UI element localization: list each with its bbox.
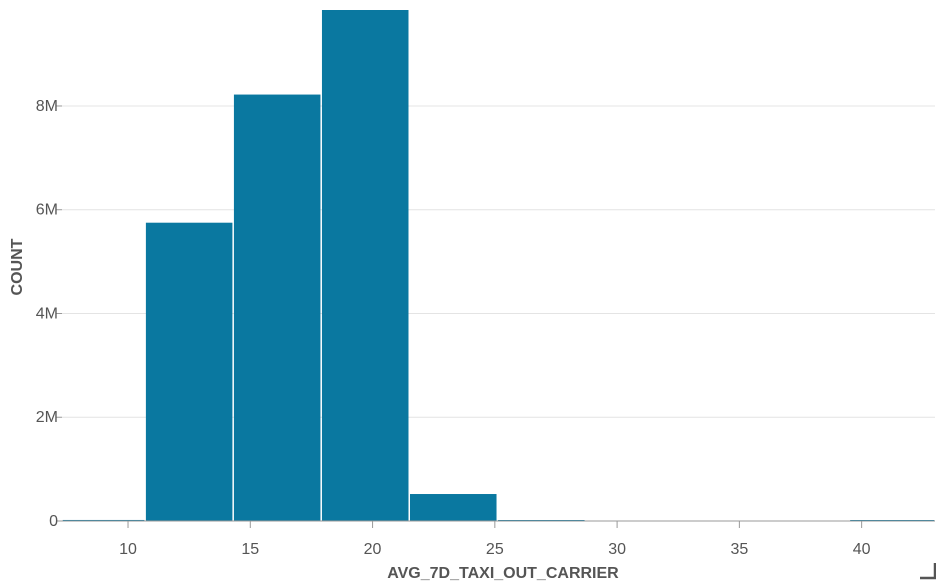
x-axis-ticks: 10 15 20 25 30 35 40 xyxy=(119,521,871,558)
histogram-bar[interactable] xyxy=(62,519,145,521)
y-tick-label: 0 xyxy=(49,513,58,530)
x-tick-label: 40 xyxy=(853,541,871,558)
x-tick-label: 10 xyxy=(119,541,137,558)
x-tick-label: 35 xyxy=(730,541,748,558)
histogram-bar[interactable] xyxy=(321,10,409,521)
y-axis-ticks: 0 2M 4M 6M 8M xyxy=(36,98,62,530)
x-tick-label: 15 xyxy=(241,541,259,558)
y-tick-label: 6M xyxy=(36,202,58,219)
histogram-bar[interactable] xyxy=(145,222,233,521)
x-tick-label: 25 xyxy=(486,541,504,558)
x-tick-label: 20 xyxy=(364,541,382,558)
y-tick-label: 4M xyxy=(36,305,58,322)
y-axis-title: COUNT xyxy=(9,238,26,295)
y-tick-label: 2M xyxy=(36,409,58,426)
histogram-bar[interactable] xyxy=(233,94,321,521)
resize-handle-icon[interactable] xyxy=(920,563,936,580)
bars xyxy=(62,10,935,521)
x-tick-label: 30 xyxy=(608,541,626,558)
x-axis-title: AVG_7D_TAXI_OUT_CARRIER xyxy=(387,565,619,582)
y-tick-label: 8M xyxy=(36,98,58,115)
histogram-bar[interactable] xyxy=(409,494,497,521)
